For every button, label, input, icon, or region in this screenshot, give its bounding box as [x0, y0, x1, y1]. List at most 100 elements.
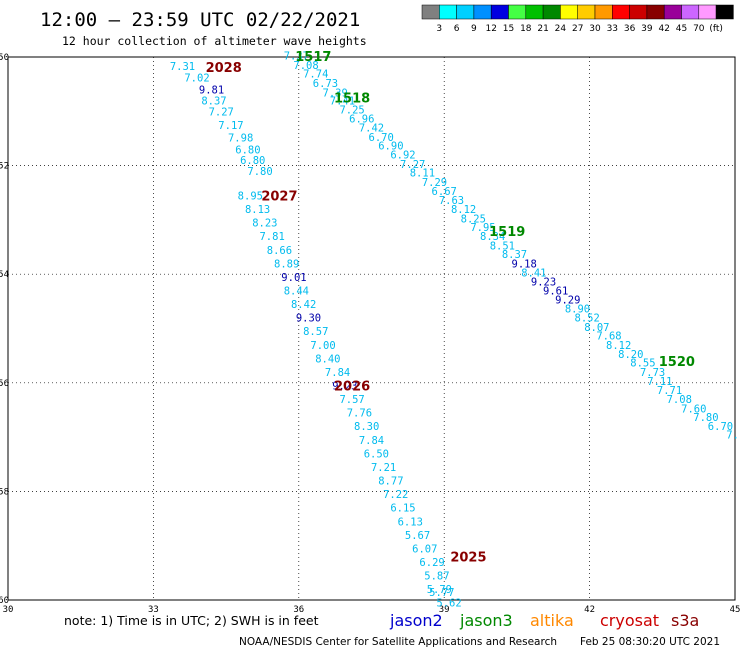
swh-value-label: 7.31 — [170, 61, 195, 73]
swh-value-label: 8.51 — [490, 240, 515, 252]
satellite-label-s3a: s3a — [671, 611, 699, 630]
legend-swatch — [439, 4, 457, 20]
swh-value-label: 8.90 — [565, 303, 590, 315]
satellite-label-cryosat: cryosat — [600, 611, 659, 630]
swh-value-label: 7.27 — [400, 159, 425, 171]
y-tick-label: -54 — [0, 270, 9, 280]
swh-value-label: 6.07 — [412, 543, 437, 555]
y-tick-label: -50 — [0, 53, 9, 63]
track-number-label: 1520 — [659, 355, 695, 370]
x-tick-label: 36 — [293, 605, 304, 615]
swh-value-label: 9.30 — [296, 313, 321, 325]
swh-value-label: 5.77 — [429, 587, 454, 599]
legend-swatch — [525, 4, 544, 20]
swh-value-label: 6.96 — [349, 113, 374, 125]
legend-label: (ft) — [709, 24, 723, 34]
swh-value-label: 7.74 — [303, 68, 328, 80]
swh-value-label: 5.67 — [405, 530, 430, 542]
satellite-label-altika: altika — [530, 611, 574, 630]
swh-value-label: 8.25 — [461, 213, 486, 225]
swh-value-label: 7. — [726, 429, 739, 441]
track-number-label: 2025 — [450, 551, 486, 566]
legend-label: 70 — [693, 24, 705, 34]
legend-label: 45 — [676, 24, 687, 34]
swh-value-label: 7.11 — [647, 376, 672, 388]
swh-value-label: 7.37 — [284, 50, 309, 62]
swh-value-label: 7.08 — [667, 394, 692, 406]
legend-label: 15 — [503, 24, 514, 34]
swh-value-label: 7.22 — [383, 489, 408, 501]
swh-value-label: 7.29 — [422, 177, 447, 189]
legend-label: 33 — [607, 24, 618, 34]
swh-value-label: 8.23 — [252, 218, 277, 230]
swh-value-label: 7.00 — [310, 340, 335, 352]
x-tick-label: 45 — [730, 605, 740, 615]
swh-value-label: 8.30 — [354, 421, 379, 433]
y-axis-ticks: -50 -52 -54 -56 -58 -60 — [0, 53, 9, 606]
swh-value-label: 8.44 — [284, 285, 309, 297]
satellite-legend: jason2 jason3 altika cryosat s3a — [389, 611, 699, 630]
swh-value-label: 5.62 — [436, 598, 461, 610]
x-tick-label: 42 — [584, 605, 595, 615]
swh-value-label: 7.76 — [347, 408, 372, 420]
swh-value-label: 9.01 — [281, 272, 306, 284]
x-tick-label: 39 — [439, 605, 450, 615]
swh-value-label: 7.95 — [470, 222, 495, 234]
swh-value-label: 7.08 — [293, 60, 318, 72]
y-tick-label: -52 — [0, 162, 9, 172]
legend-swatch — [663, 4, 682, 20]
swh-value-label: 8.37 — [502, 249, 527, 261]
legend-label: 30 — [589, 24, 601, 34]
legend-label: 21 — [537, 24, 548, 34]
legend-swatch — [560, 4, 578, 20]
satellite-label-jason3: jason3 — [459, 611, 513, 630]
y-tick-label: -60 — [0, 596, 9, 606]
swh-value-label: 8.66 — [267, 245, 292, 257]
swh-value-label: 6.70 — [369, 132, 394, 144]
swh-value-label: 6.50 — [364, 448, 389, 460]
swh-value-label: 7.84 — [359, 435, 384, 447]
legend-swatch — [577, 4, 596, 20]
swh-value-label: 8.77 — [378, 476, 403, 488]
legend-swatch — [508, 4, 527, 20]
legend-swatch — [594, 4, 613, 20]
swh-value-label: 7.39 — [323, 87, 348, 99]
swh-value-label: 7.57 — [339, 394, 364, 406]
swh-value-label: 8.37 — [201, 95, 226, 107]
track-number-label: 2028 — [206, 61, 242, 76]
chart-title: 12:00 – 23:59 UTC 02/22/2021 — [40, 9, 360, 31]
legend-swatch — [473, 4, 492, 20]
satellite-label-jason2: jason2 — [389, 611, 443, 630]
swh-value-label: 8.42 — [291, 299, 316, 311]
swh-value-label: 9.18 — [512, 258, 537, 270]
swh-value-label: 6.29 — [419, 557, 444, 569]
legend-label: 27 — [572, 24, 583, 34]
swh-value-label: 6.80 — [235, 144, 260, 156]
swh-value-label: 7.42 — [359, 123, 384, 135]
swh-values: 7.317.029.818.377.277.177.986.806.807.80… — [170, 50, 739, 609]
swh-value-label: 8.89 — [274, 258, 299, 270]
swh-value-label: 7.80 — [247, 166, 272, 178]
swh-value-label: 9.81 — [199, 85, 224, 97]
swh-value-label: 7.71 — [657, 385, 682, 397]
swh-value-label: 5.87 — [424, 571, 449, 583]
swh-value-label: 8.11 — [410, 168, 435, 180]
legend-swatch — [681, 4, 700, 20]
footer-note: note: 1) Time is in UTC; 2) SWH is in fe… — [64, 613, 319, 628]
swh-value-label: 8.34 — [480, 231, 505, 243]
swh-value-label: 8.40 — [315, 353, 340, 365]
swh-value-label: 6.13 — [398, 516, 423, 528]
swh-value-label: 8.57 — [303, 326, 328, 338]
swh-value-label: 7.68 — [596, 331, 621, 343]
swh-value-label: 8.41 — [521, 268, 546, 280]
track-number-label: 2027 — [261, 189, 297, 204]
track-number-label: 1518 — [334, 92, 370, 107]
swh-value-label: 7.60 — [681, 403, 706, 415]
track-number-label: 2026 — [334, 380, 370, 395]
swh-value-label: 7.84 — [325, 367, 350, 379]
swh-value-label: 7.27 — [209, 106, 234, 118]
x-tick-label: 30 — [3, 605, 14, 615]
legend-label: 3 — [436, 24, 442, 34]
swh-value-label: 6.67 — [432, 186, 457, 198]
legend-swatch — [629, 4, 648, 20]
